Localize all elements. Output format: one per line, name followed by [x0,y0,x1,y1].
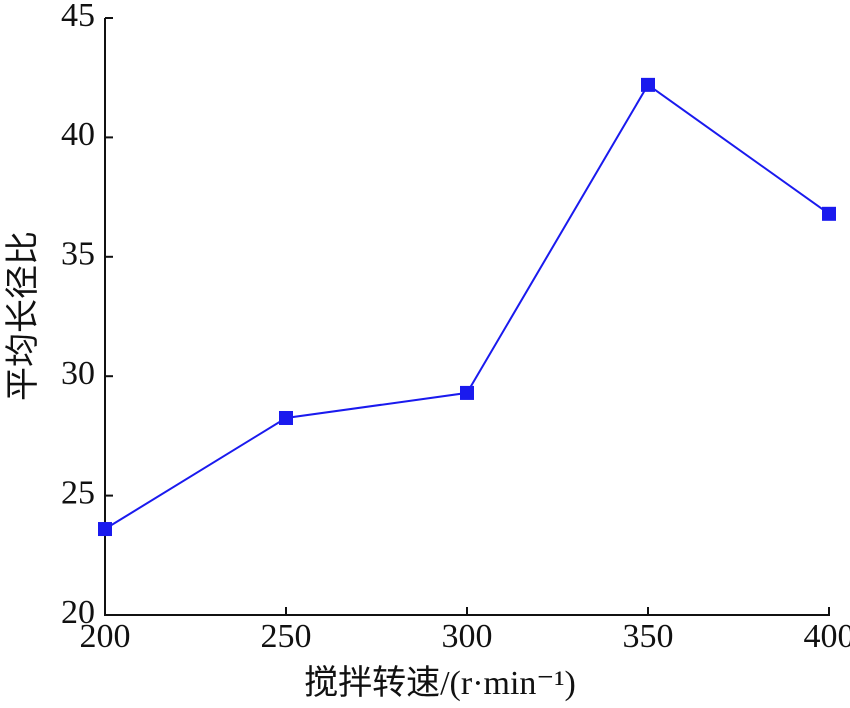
y-axis-label: 平均长径比 [4,231,42,401]
y-tick-label: 35 [61,236,95,273]
line [104,83,830,530]
x-tick-label: 250 [261,618,312,655]
y-tick-label: 45 [61,0,95,34]
x-tick-label: 300 [442,618,493,655]
x-tick-label: 350 [623,618,674,655]
x-tick-label: 200 [80,618,131,655]
y-tick-label: 20 [61,594,95,631]
marker [98,522,112,537]
marker [641,77,655,92]
y-tick-label: 40 [61,116,95,153]
marker [460,385,474,400]
x-tick-label: 400 [804,618,850,655]
y-tick-label: 30 [61,355,95,392]
marker [279,410,293,425]
marker [822,206,836,221]
x-axis-label: 搅拌转速/(r·min⁻¹) [304,664,576,702]
y-tick-label: 25 [61,474,95,511]
